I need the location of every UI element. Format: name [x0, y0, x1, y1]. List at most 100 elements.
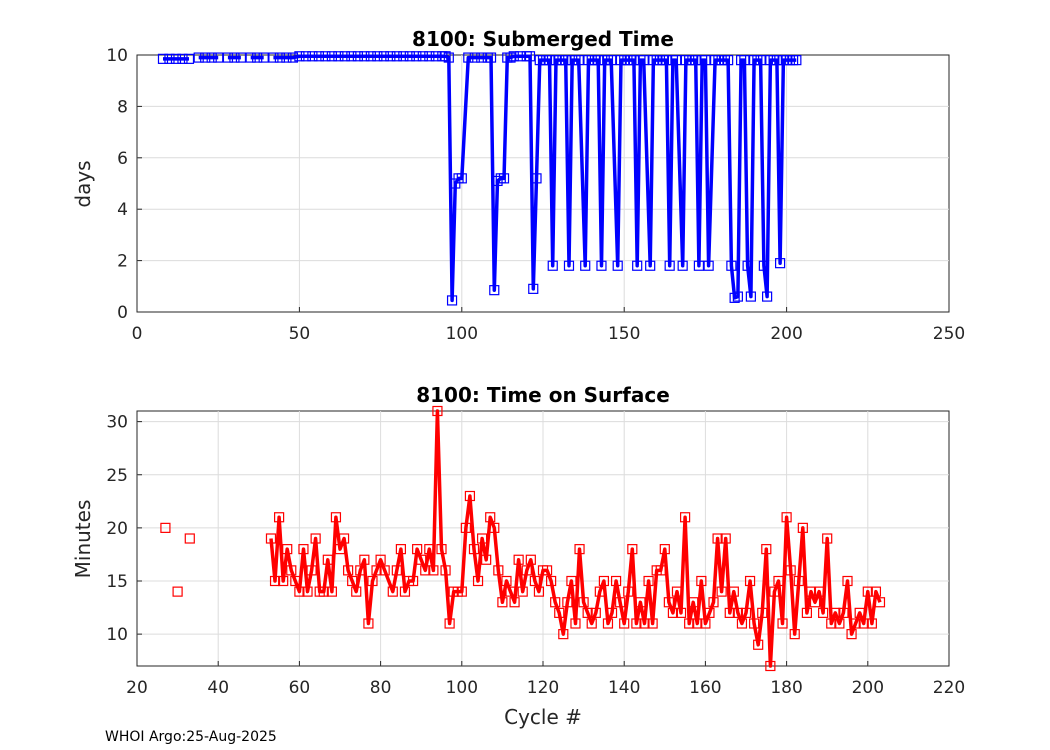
- surface-tick-labels: 20 40 60 80 100 120 140 160 180 200 220 10 15 20 25 30: [106, 413, 965, 698]
- surface-data-point: [286, 565, 297, 576]
- surface-data-point: [830, 607, 841, 618]
- surface-data-point: [338, 533, 350, 544]
- submerged-data-point: [593, 55, 604, 66]
- surface-data-point: [870, 586, 882, 597]
- submerged-data-point: [771, 55, 782, 66]
- surface-xtick-label: 200: [852, 678, 884, 698]
- submerged-data-point: [508, 51, 519, 62]
- surface-data-point: [407, 575, 419, 587]
- surface-data-point: [740, 607, 752, 618]
- submerged-data-point: [469, 52, 480, 63]
- surface-data-point: [298, 544, 309, 555]
- submerged-data-point: [307, 51, 318, 62]
- submerged-title: 8100: Submerged Time: [412, 27, 674, 51]
- surface-data-point: [619, 618, 630, 629]
- surface-data-point: [265, 533, 277, 544]
- surface-data-point: [732, 607, 743, 618]
- surface-xlabel: Cycle #: [504, 705, 582, 729]
- surface-data-point: [789, 629, 800, 640]
- surface-data-point: [813, 586, 825, 597]
- submerged-data-point: [489, 285, 500, 296]
- surface-data-point: [302, 586, 313, 597]
- submerged-data-point: [661, 55, 672, 66]
- submerged-data-point: [596, 260, 607, 271]
- surface-data-point: [347, 575, 358, 587]
- surface-xtick-label: 60: [289, 678, 311, 698]
- submerged-data-point: [339, 51, 350, 62]
- submerged-ylabel: days: [71, 160, 95, 207]
- surface-title: 8100: Time on Surface: [416, 383, 670, 407]
- surface-data-point: [269, 575, 281, 587]
- submerged-data-point: [573, 55, 584, 66]
- submerged-data-point: [183, 53, 195, 64]
- surface-data-point: [866, 618, 877, 629]
- submerged-data-point: [430, 51, 441, 62]
- surface-data-point: [412, 544, 423, 555]
- surface-data-point: [773, 575, 784, 587]
- submerged-data-point: [732, 291, 743, 302]
- submerged-xtick-label: 250: [933, 324, 965, 344]
- surface-data-point: [468, 544, 480, 555]
- surface-data-point: [757, 607, 768, 618]
- surface-data-point: [505, 586, 516, 597]
- submerged-data-point: [505, 52, 516, 63]
- submerged-data-point: [313, 51, 324, 62]
- submerged-data-point: [235, 52, 247, 63]
- surface-data-point: [675, 607, 687, 618]
- surface-data-point: [590, 607, 601, 618]
- surface-data-point: [562, 597, 573, 608]
- surface-data-point: [753, 639, 764, 650]
- surface-xtick-label: 120: [527, 678, 559, 698]
- submerged-data-point: [170, 53, 182, 64]
- surface-data-point: [290, 575, 301, 587]
- surface-data-point: [671, 586, 683, 597]
- surface-data-point: [850, 618, 861, 629]
- surface-ytick-label: 10: [106, 625, 128, 645]
- surface-data-point: [777, 618, 788, 629]
- submerged-xtick-label: 50: [289, 324, 311, 344]
- surface-data-point: [761, 544, 772, 555]
- submerged-data-point: [346, 51, 357, 62]
- submerged-ytick-label: 8: [117, 97, 128, 117]
- surface-data-point: [684, 618, 695, 629]
- surface-xtick-label: 80: [370, 678, 392, 698]
- submerged-data-point: [229, 52, 240, 63]
- surface-data-point: [736, 618, 748, 629]
- submerged-data-point: [703, 260, 714, 271]
- submerged-data-point: [398, 51, 409, 62]
- submerged-data-point: [287, 52, 299, 63]
- surface-ylabel: Minutes: [71, 500, 95, 579]
- surface-data-point: [318, 586, 329, 597]
- submerged-data-point: [164, 53, 175, 64]
- surface-data-point: [554, 607, 565, 618]
- submerged-data-point: [723, 55, 734, 66]
- submerged-data-point: [690, 55, 701, 66]
- submerged-data-point: [531, 173, 542, 184]
- submerged-data-point: [417, 51, 428, 62]
- surface-data-point: [667, 607, 679, 618]
- surface-data-point: [643, 575, 654, 587]
- surface-data-point: [160, 522, 171, 533]
- submerged-data-point: [320, 51, 331, 62]
- surface-ytick-label: 25: [106, 466, 128, 486]
- surface-data-point: [659, 544, 670, 555]
- surface-data-point: [854, 607, 865, 618]
- surface-data-point: [367, 575, 378, 587]
- submerged-data-point: [391, 51, 402, 62]
- surface-xtick-label: 20: [126, 678, 148, 698]
- surface-data-point: [456, 586, 467, 597]
- submerged-data-point: [359, 51, 370, 62]
- surface-data-point: [489, 522, 500, 533]
- surface-data-point: [428, 565, 439, 576]
- surface-data-point: [464, 490, 476, 502]
- submerged-data-point: [446, 295, 458, 306]
- submerged-data-point: [742, 260, 753, 271]
- submerged-data-point: [463, 52, 474, 63]
- submerged-data-point: [281, 52, 292, 63]
- surface-data-point: [550, 597, 561, 608]
- surface-data-point: [631, 618, 642, 629]
- submerged-data-point: [352, 51, 363, 62]
- surface-data-point: [696, 575, 707, 587]
- submerged-data-point: [755, 55, 766, 66]
- surface-data-point: [399, 586, 411, 597]
